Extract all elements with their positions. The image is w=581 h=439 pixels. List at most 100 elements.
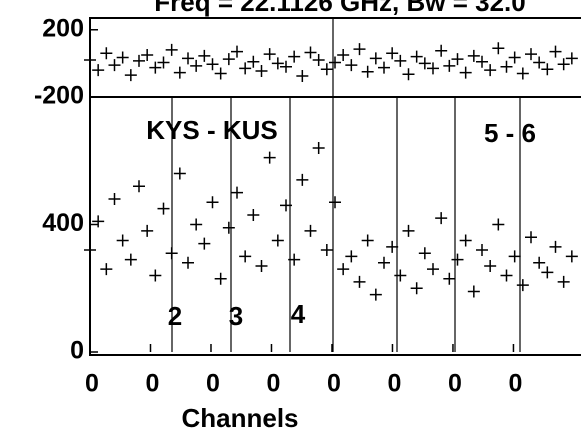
point (516, 67, 529, 80)
point (198, 49, 211, 62)
point (337, 48, 350, 61)
point (402, 224, 415, 237)
point (394, 269, 407, 282)
point (190, 59, 203, 72)
point (108, 59, 121, 72)
bottom-frame (89, 96, 581, 356)
point (516, 279, 529, 292)
point (124, 69, 137, 82)
point (476, 244, 488, 256)
point (369, 288, 382, 301)
y-tick-label: 200 (42, 14, 84, 42)
point (353, 43, 366, 56)
point (541, 266, 554, 279)
point (312, 54, 325, 67)
annotation: 4 (291, 299, 306, 329)
point (271, 234, 284, 247)
point (165, 43, 178, 56)
point (369, 52, 382, 65)
annotation: 5 - 6 (484, 118, 536, 148)
point (451, 253, 464, 266)
point (231, 186, 243, 199)
point (410, 50, 423, 63)
point (280, 60, 292, 73)
point (361, 234, 374, 247)
point (435, 44, 448, 57)
x-tick-label: 0 (388, 370, 402, 398)
point (361, 65, 374, 78)
point (467, 49, 480, 62)
point (239, 62, 252, 75)
x-axis-label: Channels (181, 403, 298, 433)
point (141, 48, 154, 61)
point (100, 47, 113, 60)
dividers (171, 18, 521, 352)
x-tick-label: 0 (509, 370, 523, 398)
point (149, 61, 162, 74)
point (239, 250, 252, 263)
point (533, 256, 546, 269)
point (541, 63, 554, 76)
point (525, 48, 537, 61)
point (443, 59, 456, 72)
point (402, 68, 415, 81)
point (484, 64, 497, 77)
point (157, 202, 170, 215)
point (92, 64, 105, 77)
point (386, 47, 399, 60)
point (141, 224, 154, 237)
point (165, 247, 178, 260)
point (476, 55, 488, 68)
point (133, 180, 145, 193)
point (182, 256, 194, 269)
point (565, 250, 578, 263)
point (288, 253, 301, 266)
point (386, 240, 399, 253)
point (484, 259, 497, 272)
point (549, 240, 562, 253)
point (565, 52, 578, 65)
point (508, 250, 521, 263)
annotation: 2 (168, 301, 182, 331)
point (378, 61, 390, 74)
point (206, 58, 219, 71)
point (116, 234, 129, 247)
point (337, 263, 350, 276)
x-tick-label: 0 (146, 370, 160, 398)
point (492, 218, 505, 231)
point (206, 196, 219, 209)
annotation: KYS - KUS (146, 115, 277, 145)
point (427, 62, 439, 75)
chart-title: Freq = 22.1126 GHz, Bw = 32.0 (154, 0, 525, 17)
point (247, 55, 260, 68)
point (557, 275, 570, 288)
point (508, 51, 521, 64)
point (84, 244, 96, 256)
x-tick-label: 0 (267, 370, 281, 398)
point (100, 263, 113, 276)
y-tick-label: 0 (70, 337, 84, 365)
point (247, 208, 260, 221)
point (459, 234, 472, 247)
point (182, 52, 194, 65)
frames (89, 17, 581, 356)
point (345, 59, 358, 72)
x-tick-label: 0 (206, 370, 220, 398)
point (133, 54, 145, 67)
point (231, 45, 243, 58)
x-tick-label: 0 (448, 370, 462, 398)
point (271, 57, 284, 70)
point (263, 151, 276, 164)
point (394, 54, 407, 67)
point (84, 54, 96, 67)
point (198, 237, 211, 250)
point (255, 64, 268, 77)
point (410, 282, 423, 295)
point (116, 51, 129, 64)
point (418, 247, 431, 260)
point (549, 45, 562, 58)
point (378, 256, 390, 269)
point (533, 56, 546, 69)
